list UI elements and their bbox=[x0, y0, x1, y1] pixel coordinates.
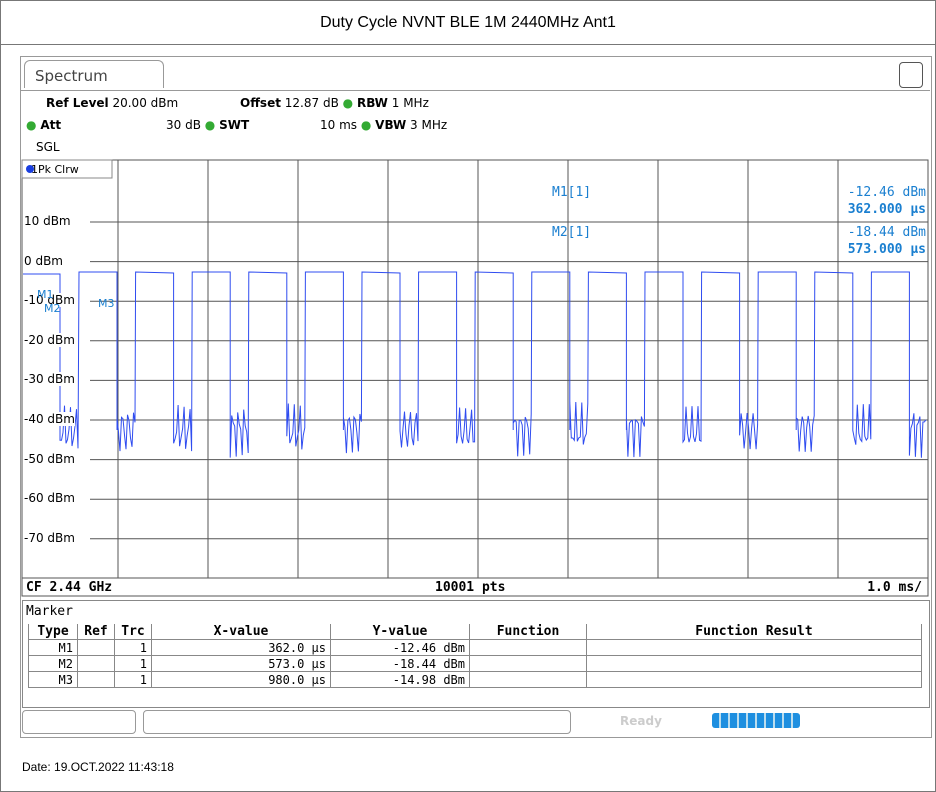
trace bbox=[23, 271, 927, 458]
graph bbox=[21, 159, 929, 597]
tab-line bbox=[20, 90, 930, 91]
cf: CF 2.44 GHz bbox=[26, 580, 113, 595]
divider bbox=[0, 44, 936, 45]
column-header: X-value bbox=[151, 624, 331, 640]
column-header: Y-value bbox=[330, 624, 470, 640]
cell: -12.46 dBm bbox=[330, 639, 470, 656]
status: Ready bbox=[620, 714, 662, 728]
header-row: Type Ref Trc X-value Y-value Function Function… bbox=[28, 624, 922, 640]
cell: 980.0 µs bbox=[151, 671, 331, 688]
trace-label: 1Pk Clrw bbox=[31, 163, 79, 176]
marker-x: 362.000 µs bbox=[847, 202, 926, 217]
y-label: 0 dBm bbox=[24, 253, 63, 268]
label: SWT bbox=[219, 118, 250, 132]
progress bbox=[712, 713, 800, 728]
mode: SGL bbox=[36, 140, 60, 154]
menu-icon[interactable] bbox=[899, 62, 923, 88]
marker-y: -12.46 dBm bbox=[847, 185, 926, 200]
row: M2 1 573.0 µs -18.44 dBm bbox=[28, 655, 922, 672]
label: Att bbox=[40, 118, 62, 132]
column-header: Ref bbox=[77, 624, 115, 640]
column-header: Trc bbox=[114, 624, 152, 640]
cell: -18.44 dBm bbox=[330, 655, 470, 672]
marker-x: 573.000 µs bbox=[847, 242, 926, 257]
value: 12.87 dB bbox=[284, 96, 339, 110]
marker-name: M1[1] bbox=[552, 185, 592, 200]
cell bbox=[469, 639, 587, 656]
cell bbox=[77, 671, 115, 688]
label: Ref Level bbox=[46, 96, 109, 110]
cell bbox=[586, 671, 922, 688]
y-label: -30 dBm bbox=[24, 372, 75, 387]
status-box bbox=[22, 710, 136, 734]
label: VBW bbox=[375, 118, 407, 132]
y-label: -20 dBm bbox=[24, 332, 75, 347]
title: Duty Cycle NVNT BLE 1M 2440MHz Ant1 bbox=[320, 14, 616, 31]
marker-y: -18.44 dBm bbox=[847, 225, 926, 240]
cell: 1 bbox=[114, 639, 152, 656]
cell: 362.0 µs bbox=[151, 639, 331, 656]
cell: M2 bbox=[28, 655, 78, 672]
cell bbox=[77, 639, 115, 656]
cell: M3 bbox=[28, 671, 78, 688]
pts: 10001 pts bbox=[435, 580, 506, 595]
cell bbox=[77, 655, 115, 672]
cell bbox=[586, 639, 922, 656]
value: 10 ms bbox=[320, 118, 358, 132]
date: Date: 19.OCT.2022 11:43:18 bbox=[22, 760, 174, 774]
marker-title: Marker bbox=[26, 604, 73, 619]
value: 3 MHz bbox=[410, 118, 448, 132]
column-header: Function Result bbox=[586, 624, 922, 640]
marker-tag: M3 bbox=[98, 297, 115, 310]
cell: 573.0 µs bbox=[151, 655, 331, 672]
y-label: -60 dBm bbox=[24, 491, 75, 506]
marker-table: Type Ref Trc X-value Y-value Function Function… bbox=[28, 624, 922, 688]
cell bbox=[469, 655, 587, 672]
row: M3 1 980.0 µs -14.98 dBm bbox=[28, 671, 922, 688]
marker-panel bbox=[22, 600, 930, 708]
cell: M1 bbox=[28, 639, 78, 656]
y-label: -50 dBm bbox=[24, 451, 75, 466]
tab[interactable]: Spectrum bbox=[24, 60, 164, 88]
marker-tag: M1 bbox=[37, 288, 54, 301]
value: 20.00 dBm bbox=[112, 96, 179, 110]
cell bbox=[586, 655, 922, 672]
marker-tag: M2 bbox=[44, 302, 61, 315]
value: 30 dB bbox=[166, 118, 201, 132]
cell: 1 bbox=[114, 655, 152, 672]
label: Offset bbox=[240, 96, 281, 110]
y-label: 10 dBm bbox=[24, 214, 71, 228]
marker-name: M2[1] bbox=[552, 225, 592, 240]
cell: 1 bbox=[114, 671, 152, 688]
cell: -14.98 dBm bbox=[330, 671, 470, 688]
cell bbox=[469, 671, 587, 688]
row: M1 1 362.0 µs -12.46 dBm bbox=[28, 639, 922, 656]
span: 1.0 ms/ bbox=[867, 580, 922, 595]
column-header: Function bbox=[469, 624, 587, 640]
value: 1 MHz bbox=[391, 96, 429, 110]
y-label: -40 dBm bbox=[24, 412, 75, 426]
y-label: -70 dBm bbox=[24, 530, 75, 545]
column-header: Type bbox=[28, 624, 78, 640]
status-box bbox=[143, 710, 571, 734]
y-label: -10 dBm bbox=[24, 293, 75, 308]
label: RBW bbox=[356, 96, 388, 110]
